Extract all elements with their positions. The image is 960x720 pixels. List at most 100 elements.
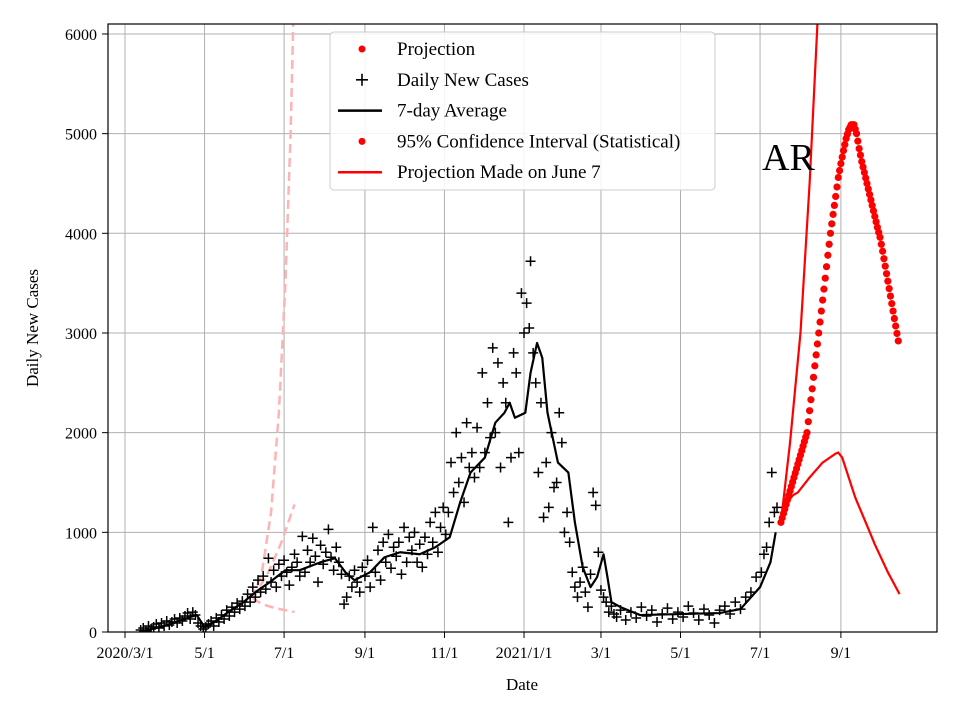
- legend-label: Daily New Cases: [397, 70, 529, 91]
- projection-dot: [821, 274, 829, 282]
- daily-case-marker: [524, 323, 535, 333]
- daily-case-marker: [556, 437, 567, 448]
- projection-dot: [863, 179, 871, 188]
- june7-projection-lower-line: [779, 451, 901, 595]
- projection-dot: [889, 307, 897, 315]
- projection-dot: [822, 263, 831, 271]
- projection-dot: [841, 141, 849, 149]
- daily-case-marker: [672, 607, 683, 618]
- projection-dot: [868, 201, 876, 210]
- daily-case-marker: [758, 549, 769, 560]
- daily-case-marker: [530, 377, 541, 388]
- projection-dot: [888, 299, 896, 308]
- daily-case-marker: [564, 537, 575, 548]
- daily-case-marker: [271, 582, 282, 593]
- projection-dot: [806, 407, 814, 415]
- daily-case-marker: [279, 555, 290, 566]
- daily-case-marker: [401, 557, 412, 568]
- x-tick-label: 11/1: [431, 645, 459, 662]
- legend-label: Projection: [397, 39, 476, 60]
- daily-case-marker: [247, 582, 258, 593]
- projection-dot: [816, 318, 824, 326]
- daily-case-marker: [667, 614, 678, 625]
- daily-case-marker: [362, 555, 373, 566]
- legend-dot-icon: [358, 137, 366, 145]
- daily-case-marker: [427, 537, 438, 548]
- x-tick-label: 7/1: [274, 645, 294, 662]
- daily-case-marker: [535, 397, 546, 408]
- daily-case-marker: [521, 298, 532, 309]
- daily-case-marker: [582, 602, 593, 613]
- daily-case-marker: [393, 537, 404, 548]
- projection-dot: [830, 201, 838, 210]
- june7-projection-upper-line: [779, 24, 819, 523]
- daily-case-marker: [367, 522, 378, 533]
- projection-dot: [869, 207, 878, 215]
- axes-frame: [107, 23, 938, 633]
- daily-case-marker: [693, 615, 704, 626]
- x-tick-label: 2021/1/1: [496, 645, 553, 662]
- daily-case-marker: [365, 582, 376, 593]
- projection-dot: [815, 329, 823, 337]
- daily-case-marker: [469, 472, 480, 483]
- projection-dot: [879, 247, 887, 255]
- daily-case-marker: [328, 565, 339, 576]
- daily-case-marker: [538, 512, 549, 523]
- daily-case-marker: [511, 367, 522, 378]
- daily-case-marker: [419, 532, 430, 543]
- y-tick-label: 6000: [65, 27, 97, 44]
- projection-dot: [892, 322, 900, 330]
- y-tick-label: 2000: [65, 426, 97, 443]
- projection-dot: [813, 340, 822, 348]
- projection-dot: [808, 385, 816, 393]
- daily-case-marker: [766, 467, 777, 478]
- x-tick-label: 3/1: [591, 645, 611, 662]
- daily-case-marker: [472, 422, 483, 433]
- earlier-projection-lower-line: [252, 597, 295, 614]
- projection-dot: [852, 130, 861, 138]
- daily-case-marker: [273, 559, 284, 570]
- daily-case-marker: [593, 547, 604, 558]
- daily-case-marker: [562, 507, 573, 518]
- daily-case-marker: [341, 592, 352, 603]
- legend-box: [329, 31, 716, 191]
- daily-case-marker: [580, 587, 591, 598]
- daily-case-marker: [417, 562, 428, 573]
- projection-dot: [884, 277, 892, 285]
- x-axis-label: Date: [506, 675, 538, 694]
- daily-case-marker: [451, 427, 462, 438]
- daily-case-marker: [477, 367, 488, 378]
- daily-case-marker: [284, 580, 295, 591]
- daily-case-marker: [250, 592, 261, 603]
- daily-case-marker: [487, 342, 498, 353]
- legend: Projection Daily New Cases 7-day Average 95…: [329, 31, 716, 191]
- y-tick-label: 4000: [65, 226, 97, 243]
- y-tick-label: 1000: [65, 525, 97, 542]
- daily-case-marker: [683, 601, 694, 612]
- projection-dot: [825, 240, 833, 248]
- daily-case-marker: [719, 601, 730, 612]
- daily-case-marker: [336, 569, 347, 580]
- daily-case-marker: [339, 599, 350, 610]
- daily-case-marker: [448, 487, 459, 498]
- daily-case-marker: [456, 452, 467, 463]
- daily-case-marker: [292, 557, 303, 568]
- daily-case-marker: [224, 611, 235, 622]
- projection-dot: [881, 262, 889, 270]
- projection-dot: [893, 329, 901, 338]
- projection-dot: [854, 137, 862, 145]
- y-axis-label: Daily New Cases: [23, 269, 42, 387]
- daily-case-marker: [307, 533, 318, 544]
- legend-plus-icon: [356, 73, 368, 86]
- daily-case-marker: [601, 597, 612, 608]
- daily-case-marker: [320, 547, 331, 558]
- projection-dot: [886, 292, 895, 300]
- projection-dot: [809, 373, 818, 381]
- daily-case-marker: [302, 545, 313, 556]
- daily-case-marker: [294, 571, 305, 582]
- daily-case-marker: [326, 552, 337, 563]
- projection-dot: [882, 270, 891, 278]
- projection-dot: [820, 285, 828, 293]
- daily-case-marker: [354, 587, 365, 598]
